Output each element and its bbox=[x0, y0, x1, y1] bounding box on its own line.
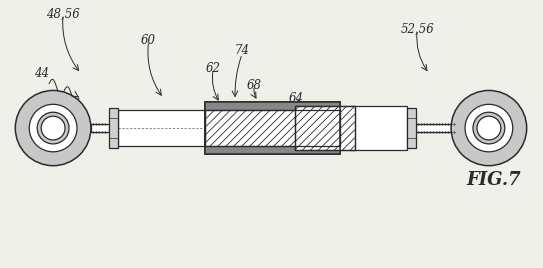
Circle shape bbox=[37, 112, 69, 144]
Circle shape bbox=[15, 91, 91, 166]
Bar bbox=[295, 106, 355, 150]
Text: 44: 44 bbox=[34, 67, 49, 80]
Text: 48,56: 48,56 bbox=[46, 8, 80, 21]
Bar bbox=[118, 110, 210, 146]
Bar bbox=[205, 102, 340, 110]
Bar bbox=[295, 106, 355, 150]
Bar bbox=[205, 110, 340, 146]
Bar bbox=[205, 102, 340, 154]
Circle shape bbox=[477, 116, 501, 140]
Text: 60: 60 bbox=[141, 35, 156, 47]
Bar bbox=[416, 124, 459, 132]
Bar bbox=[205, 110, 340, 146]
Bar bbox=[91, 124, 109, 132]
Circle shape bbox=[465, 104, 513, 152]
Text: 68: 68 bbox=[247, 79, 262, 92]
Circle shape bbox=[41, 116, 65, 140]
Circle shape bbox=[451, 91, 527, 166]
Circle shape bbox=[473, 112, 505, 144]
Bar bbox=[350, 106, 407, 150]
Text: 52,56: 52,56 bbox=[400, 23, 434, 36]
Text: 74: 74 bbox=[235, 44, 250, 57]
Bar bbox=[205, 102, 340, 154]
Circle shape bbox=[29, 104, 77, 152]
Bar bbox=[205, 146, 340, 154]
Text: FIG.7: FIG.7 bbox=[466, 170, 521, 188]
Bar bbox=[407, 108, 416, 148]
Text: 64: 64 bbox=[288, 92, 304, 105]
Text: 62: 62 bbox=[206, 62, 221, 75]
Bar bbox=[109, 108, 118, 148]
